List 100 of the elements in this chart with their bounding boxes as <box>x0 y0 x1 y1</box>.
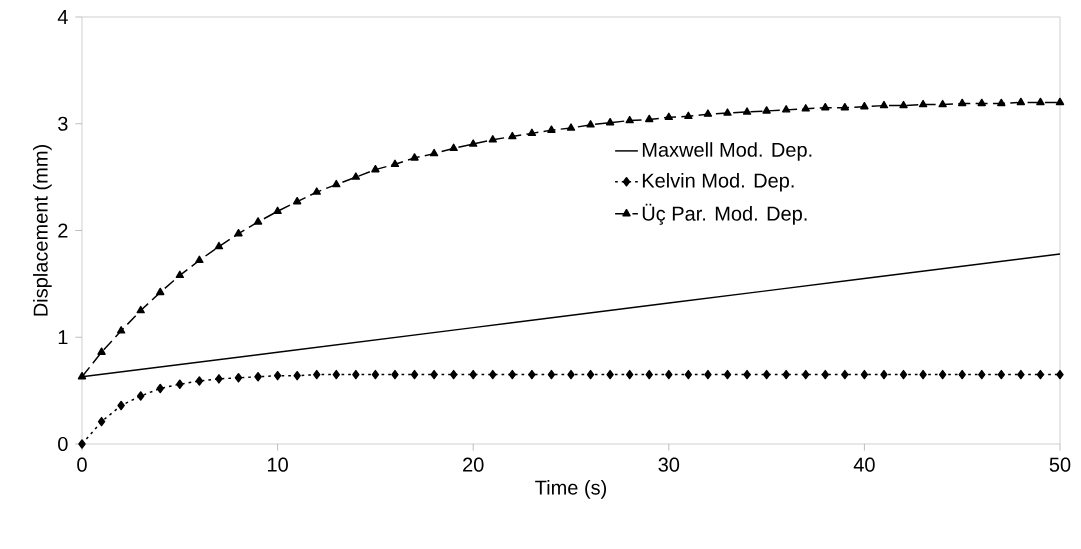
point <box>957 98 967 107</box>
point <box>684 111 693 120</box>
x-tick-label: 0 <box>77 457 87 472</box>
legend-label: Kelvin Mod. Dep. <box>642 172 794 192</box>
point <box>234 373 243 383</box>
point <box>176 379 184 389</box>
point <box>723 369 732 380</box>
point <box>841 369 849 380</box>
point <box>352 369 360 380</box>
point <box>978 369 986 380</box>
point <box>821 102 830 111</box>
point <box>567 369 575 380</box>
point <box>899 369 908 380</box>
point <box>508 131 517 140</box>
y-tick-label: 0 <box>58 436 68 452</box>
point <box>1055 97 1065 106</box>
point <box>782 369 790 380</box>
point <box>371 369 380 380</box>
point <box>489 369 497 380</box>
point <box>234 228 243 237</box>
y-tick-label: 4 <box>57 10 68 24</box>
point <box>97 416 106 427</box>
point <box>665 369 673 380</box>
point <box>997 369 1006 380</box>
point <box>195 376 204 386</box>
point <box>762 369 771 380</box>
point <box>723 108 732 116</box>
point <box>645 114 654 123</box>
point <box>312 369 321 380</box>
point <box>625 369 634 380</box>
point <box>469 369 477 380</box>
point <box>312 187 321 195</box>
y-axis-title: Displacement (mm) <box>33 145 52 316</box>
point <box>801 369 810 380</box>
point <box>840 102 850 111</box>
point <box>528 369 536 380</box>
point <box>586 120 595 128</box>
point <box>117 400 125 411</box>
point <box>449 369 458 380</box>
point <box>860 101 869 110</box>
point <box>605 117 615 126</box>
point <box>879 100 889 109</box>
point <box>918 99 928 108</box>
point <box>410 153 419 161</box>
point <box>273 370 282 381</box>
x-tick-label: 40 <box>853 457 875 472</box>
y-tick-label: 1 <box>58 330 68 345</box>
point <box>547 369 556 380</box>
point <box>880 369 888 380</box>
point <box>391 369 399 380</box>
point <box>762 106 771 114</box>
point <box>742 107 752 115</box>
point <box>919 369 927 380</box>
point <box>214 241 224 250</box>
point <box>938 369 947 380</box>
point <box>527 128 537 137</box>
point <box>273 206 282 215</box>
x-tick-label: 10 <box>268 457 288 472</box>
legend-label: Maxwell Mod. Dep. <box>642 142 812 161</box>
point <box>508 369 517 380</box>
point <box>566 123 576 131</box>
point <box>977 98 986 107</box>
point <box>390 159 400 168</box>
point <box>938 99 947 108</box>
point <box>136 305 145 314</box>
point <box>253 217 263 225</box>
point <box>215 374 223 384</box>
point <box>293 370 301 381</box>
point <box>430 369 438 380</box>
point <box>1016 97 1026 106</box>
point <box>488 135 497 143</box>
point <box>1056 369 1064 380</box>
point <box>997 98 1006 107</box>
point <box>1036 369 1045 380</box>
legend-label: Üç Par. Mod. Dep. <box>642 203 807 225</box>
point <box>97 347 106 355</box>
point <box>332 179 341 188</box>
point <box>116 326 126 334</box>
point <box>351 172 361 180</box>
point <box>332 369 341 380</box>
point <box>821 369 830 380</box>
point <box>645 369 653 380</box>
point <box>606 369 614 380</box>
point <box>899 100 908 109</box>
point <box>410 369 419 380</box>
point <box>292 196 302 205</box>
point <box>156 287 165 296</box>
point <box>625 115 634 124</box>
point <box>195 255 204 264</box>
y-tick-label: 2 <box>58 223 68 238</box>
point <box>175 270 185 279</box>
point <box>78 439 86 449</box>
point <box>704 369 712 380</box>
point <box>449 143 458 152</box>
x-tick-label: 20 <box>463 457 484 472</box>
point <box>801 104 810 112</box>
point <box>684 369 693 380</box>
point <box>781 105 791 113</box>
point <box>860 369 869 380</box>
point <box>958 369 966 380</box>
